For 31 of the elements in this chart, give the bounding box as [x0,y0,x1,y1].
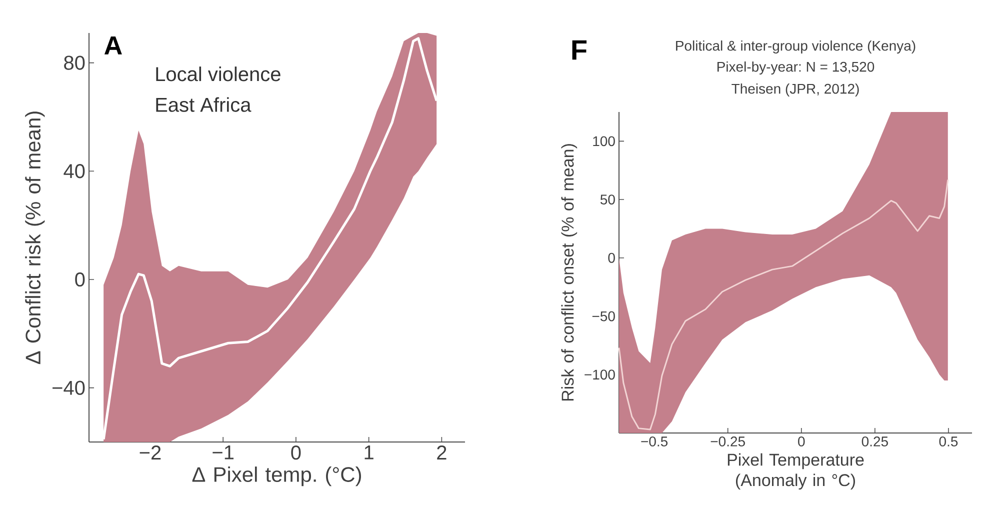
y-tick-label: −100 [584,370,615,380]
chart-title: Political & inter-group violence (Kenya) [676,40,916,54]
x-tick-label: 0 [291,446,301,460]
y-tick-label: 40 [64,164,85,178]
text: F [572,40,587,60]
y-axis-title: Risk of conflict onset (% of mean) [561,144,578,401]
x-tick-label: −2 [140,446,161,460]
y-axis-title: Δ Conflict risk (% of mean) [25,112,45,364]
y-tick-label: 80 [64,56,85,70]
y-tick-label: −50 [592,311,615,322]
x-tick-label: −0.25 [710,436,745,446]
x-tick-label: 2 [437,446,446,460]
text: Theisen (JPR, 2012) [732,83,859,97]
y-tick-label: 0 [608,252,615,263]
x-tick-label: 0 [798,436,805,446]
x-tick-label: −0.5 [641,436,668,446]
line-series [618,178,949,430]
y-tick-label: 100 [593,136,615,146]
annotation: A [104,36,122,54]
y-tick-label: 50 [600,194,615,204]
y-tick-label: 0 [75,272,85,287]
x-axis-title: Δ Pixel temp. (°C) [192,466,361,486]
x-tick-label: 1 [364,446,374,460]
chart-subtitle: Pixel-by-year: N = 13,520 [717,61,874,75]
x-axis-title: Pixel Temperature (Anomaly in °C) [728,453,864,490]
x-tick-label: −1 [212,446,234,460]
y-tick-label: −40 [52,380,85,395]
x-tick-label: 0.25 [862,436,888,446]
x-tick-label: 0.5 [939,436,958,446]
annotation: East Africa [156,97,252,112]
annotation: Local violence [156,66,280,82]
